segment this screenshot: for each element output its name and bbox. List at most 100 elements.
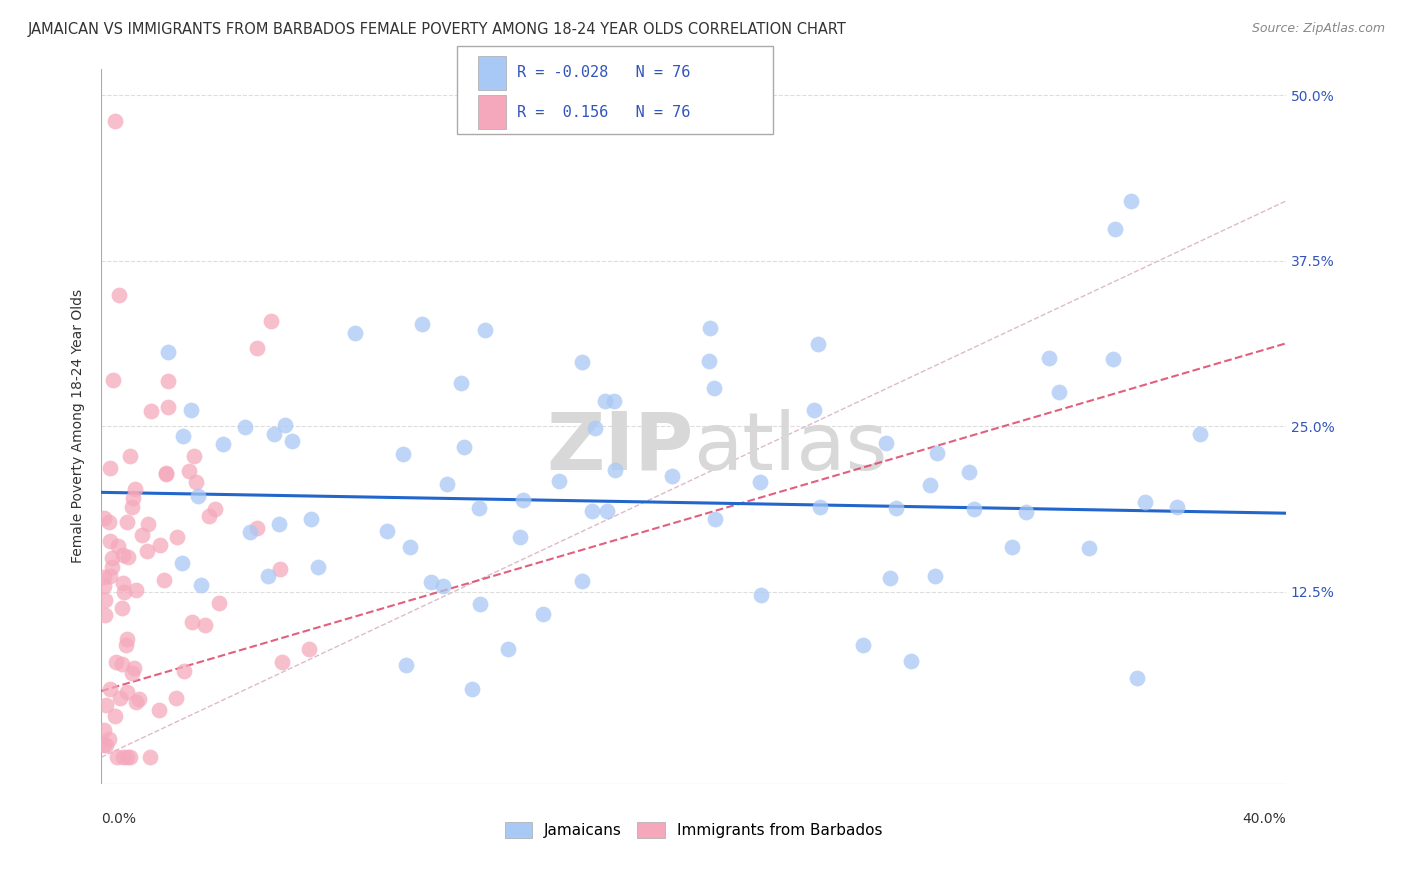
Point	[1038, 351, 1060, 365]
Point	[1000, 540, 1022, 554]
Point	[107, 540, 129, 554]
Point	[879, 571, 901, 585]
Point	[105, 750, 128, 764]
Point	[299, 512, 322, 526]
Point	[98, 682, 121, 697]
Point	[267, 517, 290, 532]
Point	[115, 632, 138, 647]
Point	[93, 579, 115, 593]
Point	[104, 655, 127, 669]
Point	[468, 597, 491, 611]
Text: JAMAICAN VS IMMIGRANTS FROM BARBADOS FEMALE POVERTY AMONG 18-24 YEAR OLDS CORREL: JAMAICAN VS IMMIGRANTS FROM BARBADOS FEM…	[28, 22, 846, 37]
Point	[1104, 222, 1126, 236]
Point	[1101, 352, 1123, 367]
Point	[436, 476, 458, 491]
Point	[375, 524, 398, 539]
Point	[391, 447, 413, 461]
Point	[394, 657, 416, 672]
Point	[344, 326, 367, 341]
Point	[111, 657, 134, 672]
Point	[155, 466, 177, 480]
Point	[246, 341, 269, 355]
Point	[115, 638, 138, 652]
Point	[93, 510, 115, 524]
Point	[1166, 500, 1188, 514]
Point	[124, 483, 146, 497]
Point	[180, 403, 202, 417]
Point	[125, 695, 148, 709]
Point	[122, 661, 145, 675]
Point	[509, 530, 531, 544]
Point	[94, 738, 117, 752]
Point	[98, 460, 121, 475]
Point	[246, 521, 269, 535]
Point	[177, 464, 200, 478]
Point	[194, 618, 217, 632]
Point	[118, 750, 141, 764]
Point	[122, 491, 145, 505]
Point	[184, 475, 207, 489]
Point	[181, 615, 204, 629]
Point	[571, 355, 593, 369]
Point	[900, 654, 922, 668]
Point	[661, 469, 683, 483]
Point	[307, 560, 329, 574]
Point	[808, 500, 831, 514]
Point	[1188, 426, 1211, 441]
Point	[749, 589, 772, 603]
Point	[924, 569, 946, 583]
Point	[115, 750, 138, 764]
Point	[166, 530, 188, 544]
Point	[187, 489, 209, 503]
Point	[957, 466, 980, 480]
Point	[699, 320, 721, 334]
Point	[104, 708, 127, 723]
Text: atlas: atlas	[693, 409, 889, 486]
Point	[112, 584, 135, 599]
Text: 40.0%: 40.0%	[1243, 813, 1286, 826]
Point	[157, 344, 180, 359]
Point	[156, 374, 179, 388]
Point	[190, 578, 212, 592]
Point	[450, 376, 472, 390]
Point	[920, 478, 942, 492]
Y-axis label: Female Poverty Among 18-24 Year Olds: Female Poverty Among 18-24 Year Olds	[72, 289, 86, 563]
Text: R =  0.156   N = 76: R = 0.156 N = 76	[517, 104, 690, 120]
Point	[605, 463, 627, 477]
Point	[585, 421, 607, 435]
Point	[93, 739, 115, 753]
Point	[173, 664, 195, 678]
Point	[136, 516, 159, 531]
Point	[104, 114, 127, 128]
Point	[468, 500, 491, 515]
Point	[233, 419, 256, 434]
Point	[399, 541, 422, 555]
Point	[157, 400, 180, 414]
Point	[121, 500, 143, 514]
Legend: Jamaicans, Immigrants from Barbados: Jamaicans, Immigrants from Barbados	[499, 816, 889, 844]
Point	[703, 381, 725, 395]
Point	[131, 528, 153, 542]
Point	[94, 698, 117, 713]
Text: R = -0.028   N = 76: R = -0.028 N = 76	[517, 65, 690, 80]
Point	[165, 691, 187, 706]
Point	[101, 373, 124, 387]
Point	[1133, 494, 1156, 508]
Point	[571, 574, 593, 588]
Point	[172, 428, 194, 442]
Point	[198, 509, 221, 524]
Point	[257, 569, 280, 583]
Point	[136, 543, 159, 558]
Point	[852, 638, 875, 652]
Point	[128, 692, 150, 706]
Point	[212, 436, 235, 450]
Point	[875, 436, 897, 450]
Point	[547, 475, 569, 489]
Point	[94, 592, 117, 607]
Point	[596, 504, 619, 518]
Point	[115, 516, 138, 530]
Point	[112, 548, 135, 562]
Point	[94, 607, 117, 622]
Point	[496, 641, 519, 656]
Text: Source: ZipAtlas.com: Source: ZipAtlas.com	[1251, 22, 1385, 36]
